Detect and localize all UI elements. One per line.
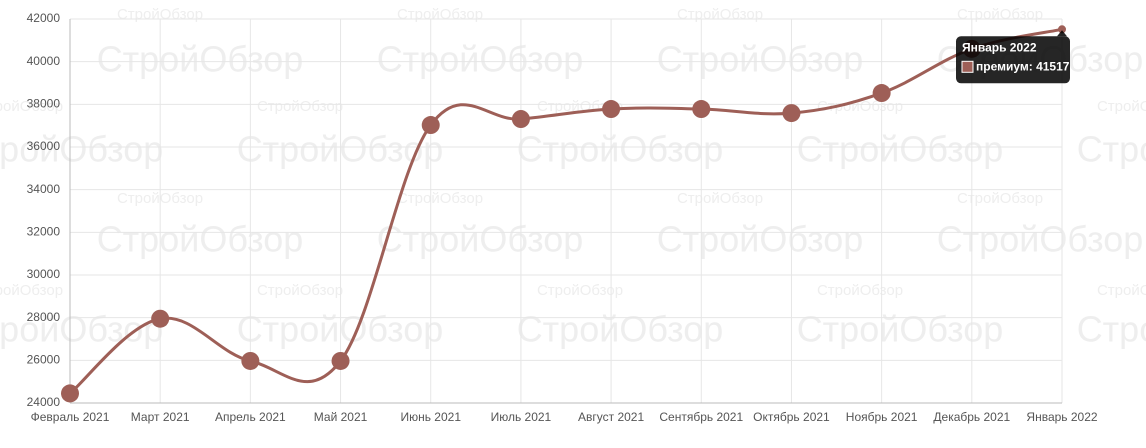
point <box>1058 25 1066 34</box>
y-tick-label: 42000 <box>27 11 61 25</box>
tooltip-swatch <box>961 60 974 73</box>
watermark: СтройОбзор <box>937 219 1144 260</box>
x-tick-label: Август 2021 <box>578 410 644 424</box>
watermark: СтройОбзор <box>397 6 483 23</box>
watermark: СтройОбзор <box>397 190 483 207</box>
point <box>421 116 440 135</box>
y-tick-label: 32000 <box>27 225 61 239</box>
watermark: СтройОбзор <box>97 39 304 80</box>
y-tick-label: 40000 <box>27 54 61 68</box>
point <box>331 351 350 370</box>
x-tick-label: Март 2021 <box>131 410 190 424</box>
point <box>151 309 170 328</box>
x-tick-label: Декабрь 2021 <box>933 410 1010 424</box>
tooltip-box <box>956 36 1070 84</box>
point <box>511 110 530 129</box>
point <box>872 84 891 103</box>
x-tick-label: Февраль 2021 <box>31 410 110 424</box>
x-tick-label: Ноябрь 2021 <box>846 410 918 424</box>
watermark: СтройОбзор <box>817 282 903 299</box>
watermark: СтройОбзор <box>0 129 163 170</box>
tooltip-label: премиум: 41517 <box>976 59 1070 73</box>
watermark: СтройОбзор <box>257 98 343 115</box>
y-tick-label: 24000 <box>27 395 61 409</box>
y-tick-label: 30000 <box>27 267 61 281</box>
y-tick-label: 26000 <box>27 353 61 367</box>
watermark: СтройОбзор <box>97 219 304 260</box>
x-tick-label: Январь 2022 <box>1026 410 1097 424</box>
x-tick-label: Сентябрь 2021 <box>659 410 743 424</box>
watermark: СтройОбзор <box>0 282 63 299</box>
watermark: СтройОбзор <box>1077 129 1146 170</box>
y-tick-label: 38000 <box>27 97 61 111</box>
x-tick-label: Июль 2021 <box>491 410 552 424</box>
watermark: СтройОбзор <box>797 309 1004 350</box>
watermark: СтройОбзор <box>257 282 343 299</box>
watermark: СтройОбзор <box>677 6 763 23</box>
watermark: СтройОбзор <box>1077 309 1146 350</box>
watermark: СтройОбзор <box>237 309 444 350</box>
watermark: СтройОбзор <box>517 309 724 350</box>
x-tick-label: Апрель 2021 <box>215 410 286 424</box>
watermark: СтройОбзор <box>797 129 1004 170</box>
watermark: СтройОбзор <box>377 39 584 80</box>
watermark: СтройОбзор <box>657 219 864 260</box>
x-tick-label: Май 2021 <box>314 410 368 424</box>
x-tick-label: Июнь 2021 <box>400 410 461 424</box>
watermark: СтройОбзор <box>517 129 724 170</box>
watermark: СтройОбзор <box>537 282 623 299</box>
tooltip-title: Январь 2022 <box>962 40 1037 54</box>
watermark: СтройОбзор <box>957 6 1043 23</box>
tooltip-arrow <box>1057 30 1067 37</box>
y-tick-label: 36000 <box>27 139 61 153</box>
point <box>782 104 801 123</box>
point <box>61 384 79 403</box>
watermark: СтройОбзор <box>1097 282 1146 299</box>
y-tick-label: 28000 <box>27 310 61 324</box>
watermark: СтройОбзор <box>0 98 63 115</box>
watermark: СтройОбзор <box>657 39 864 80</box>
watermark: СтройОбзор <box>1097 98 1146 115</box>
watermark: СтройОбзор <box>677 190 763 207</box>
point <box>692 100 711 119</box>
y-tick-label: 34000 <box>27 182 61 196</box>
point <box>602 100 621 119</box>
point <box>241 351 260 370</box>
x-tick-label: Октябрь 2021 <box>753 410 830 424</box>
tooltip: Январь 2022 премиум: 41517 <box>956 30 1070 84</box>
watermark: СтройОбзор <box>957 190 1043 207</box>
watermark: СтройОбзор <box>377 219 584 260</box>
watermark: СтройОбзор <box>237 129 444 170</box>
